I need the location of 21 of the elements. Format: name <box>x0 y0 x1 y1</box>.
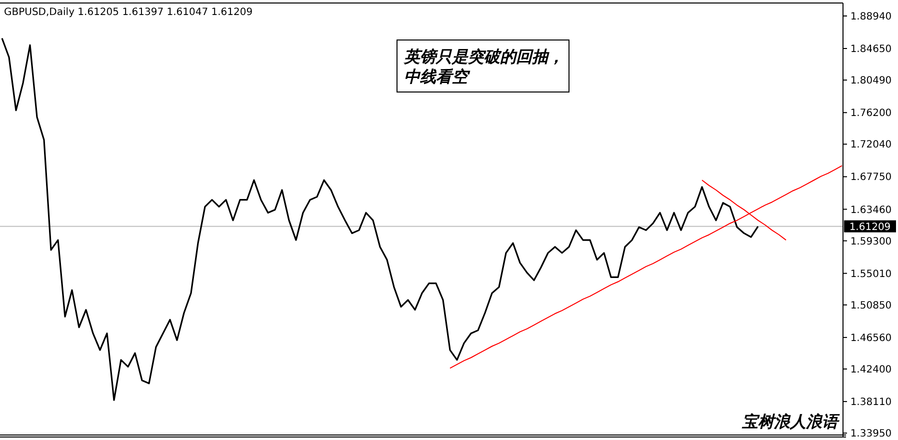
line-series <box>450 165 842 369</box>
annotation: 宝树浪人浪语 <box>741 412 840 431</box>
y-tick-label: 1.59300 <box>850 236 892 248</box>
y-tick-label: 1.42400 <box>850 364 892 376</box>
y-tick-label: 1.55010 <box>850 268 892 280</box>
y-tick-label: 1.84650 <box>850 44 892 56</box>
chart-title: GBPUSD,Daily 1.61205 1.61397 1.61047 1.61209 <box>4 7 253 18</box>
y-tick-label: 1.67750 <box>850 172 892 184</box>
y-tick-label: 1.76200 <box>850 108 892 120</box>
y-tick-label: 1.88940 <box>850 11 892 22</box>
annotation: 英镑只是突破的回抽，中线看空 <box>403 47 564 86</box>
line-series <box>1 37 759 401</box>
ref-line-label: 1.61209 <box>849 222 891 233</box>
y-tick-label: 1.33950 <box>850 428 892 440</box>
y-tick-label: 1.63460 <box>850 204 892 216</box>
y-tick-label: 1.38110 <box>850 397 892 408</box>
y-tick-label: 1.46560 <box>850 332 892 344</box>
line-series <box>702 180 786 241</box>
y-tick-label: 1.80490 <box>850 76 892 87</box>
y-tick-label: 1.72040 <box>850 140 892 151</box>
y-tick-label: 1.50850 <box>850 300 892 312</box>
